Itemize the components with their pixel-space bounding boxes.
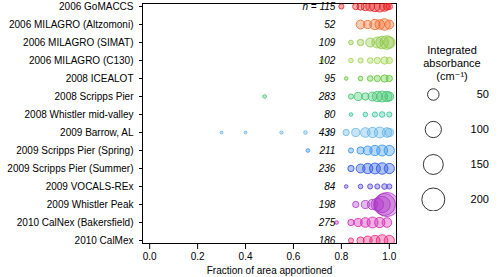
svg-text:52: 52: [324, 19, 336, 30]
svg-text:275: 275: [318, 217, 336, 228]
svg-text:2006 MILAGRO (SIMAT): 2006 MILAGRO (SIMAT): [23, 37, 133, 48]
svg-text:2008 ICEALOT: 2008 ICEALOT: [66, 73, 134, 84]
svg-text:2009 Barrow, AL: 2009 Barrow, AL: [60, 127, 134, 138]
svg-text:2009 VOCALS-REx: 2009 VOCALS-REx: [46, 181, 134, 192]
html-text:absorbance: absorbance: [423, 57, 481, 69]
svg-text:2009 Scripps Pier (Summer): 2009 Scripps Pier (Summer): [7, 163, 133, 174]
svg-text:2009 Whistler Peak: 2009 Whistler Peak: [47, 199, 135, 210]
svg-text:50: 50: [477, 88, 489, 100]
svg-text:2008 Whistler mid-valley: 2008 Whistler mid-valley: [25, 109, 134, 120]
svg-text:150: 150: [471, 158, 489, 170]
svg-text:236: 236: [318, 163, 336, 174]
svg-text:2008 Scripps Pier: 2008 Scripps Pier: [55, 91, 135, 102]
svg-text:Fraction of area apportioned: Fraction of area apportioned: [207, 265, 333, 276]
svg-text:80: 80: [324, 109, 336, 120]
svg-text:2006 MILAGRO (C130): 2006 MILAGRO (C130): [29, 55, 134, 66]
svg-text:2010 CalNex (Bakersfield): 2010 CalNex (Bakersfield): [17, 217, 134, 228]
svg-text:2009 Scripps Pier (Spring): 2009 Scripps Pier (Spring): [16, 145, 133, 156]
svg-text:0.2: 0.2: [191, 251, 205, 262]
svg-text:0.0: 0.0: [143, 251, 157, 262]
svg-text:186: 186: [319, 235, 336, 246]
svg-text:n = 115: n = 115: [302, 1, 335, 12]
svg-text:0.8: 0.8: [334, 251, 348, 262]
svg-text:95: 95: [324, 73, 336, 84]
svg-text:0.4: 0.4: [239, 251, 253, 262]
html-text:(cm⁻¹): (cm⁻¹): [436, 70, 468, 82]
svg-text:439: 439: [319, 127, 336, 138]
svg-text:84: 84: [324, 181, 336, 192]
svg-text:109: 109: [319, 37, 336, 48]
svg-text:2010 CalMex: 2010 CalMex: [75, 235, 134, 246]
svg-text:2006 MILAGRO (Altzomoni): 2006 MILAGRO (Altzomoni): [9, 19, 134, 30]
svg-text:283: 283: [318, 91, 336, 102]
svg-text:100: 100: [471, 123, 489, 135]
svg-text:102: 102: [319, 55, 336, 66]
svg-text:200: 200: [471, 193, 489, 205]
svg-text:0.6: 0.6: [287, 251, 301, 262]
svg-text:198: 198: [319, 199, 336, 210]
svg-text:211: 211: [318, 145, 335, 156]
svg-text:1.0: 1.0: [382, 251, 396, 262]
svg-text:2006 GoMACCS: 2006 GoMACCS: [59, 1, 134, 12]
html-text:Integrated: Integrated: [427, 44, 477, 56]
